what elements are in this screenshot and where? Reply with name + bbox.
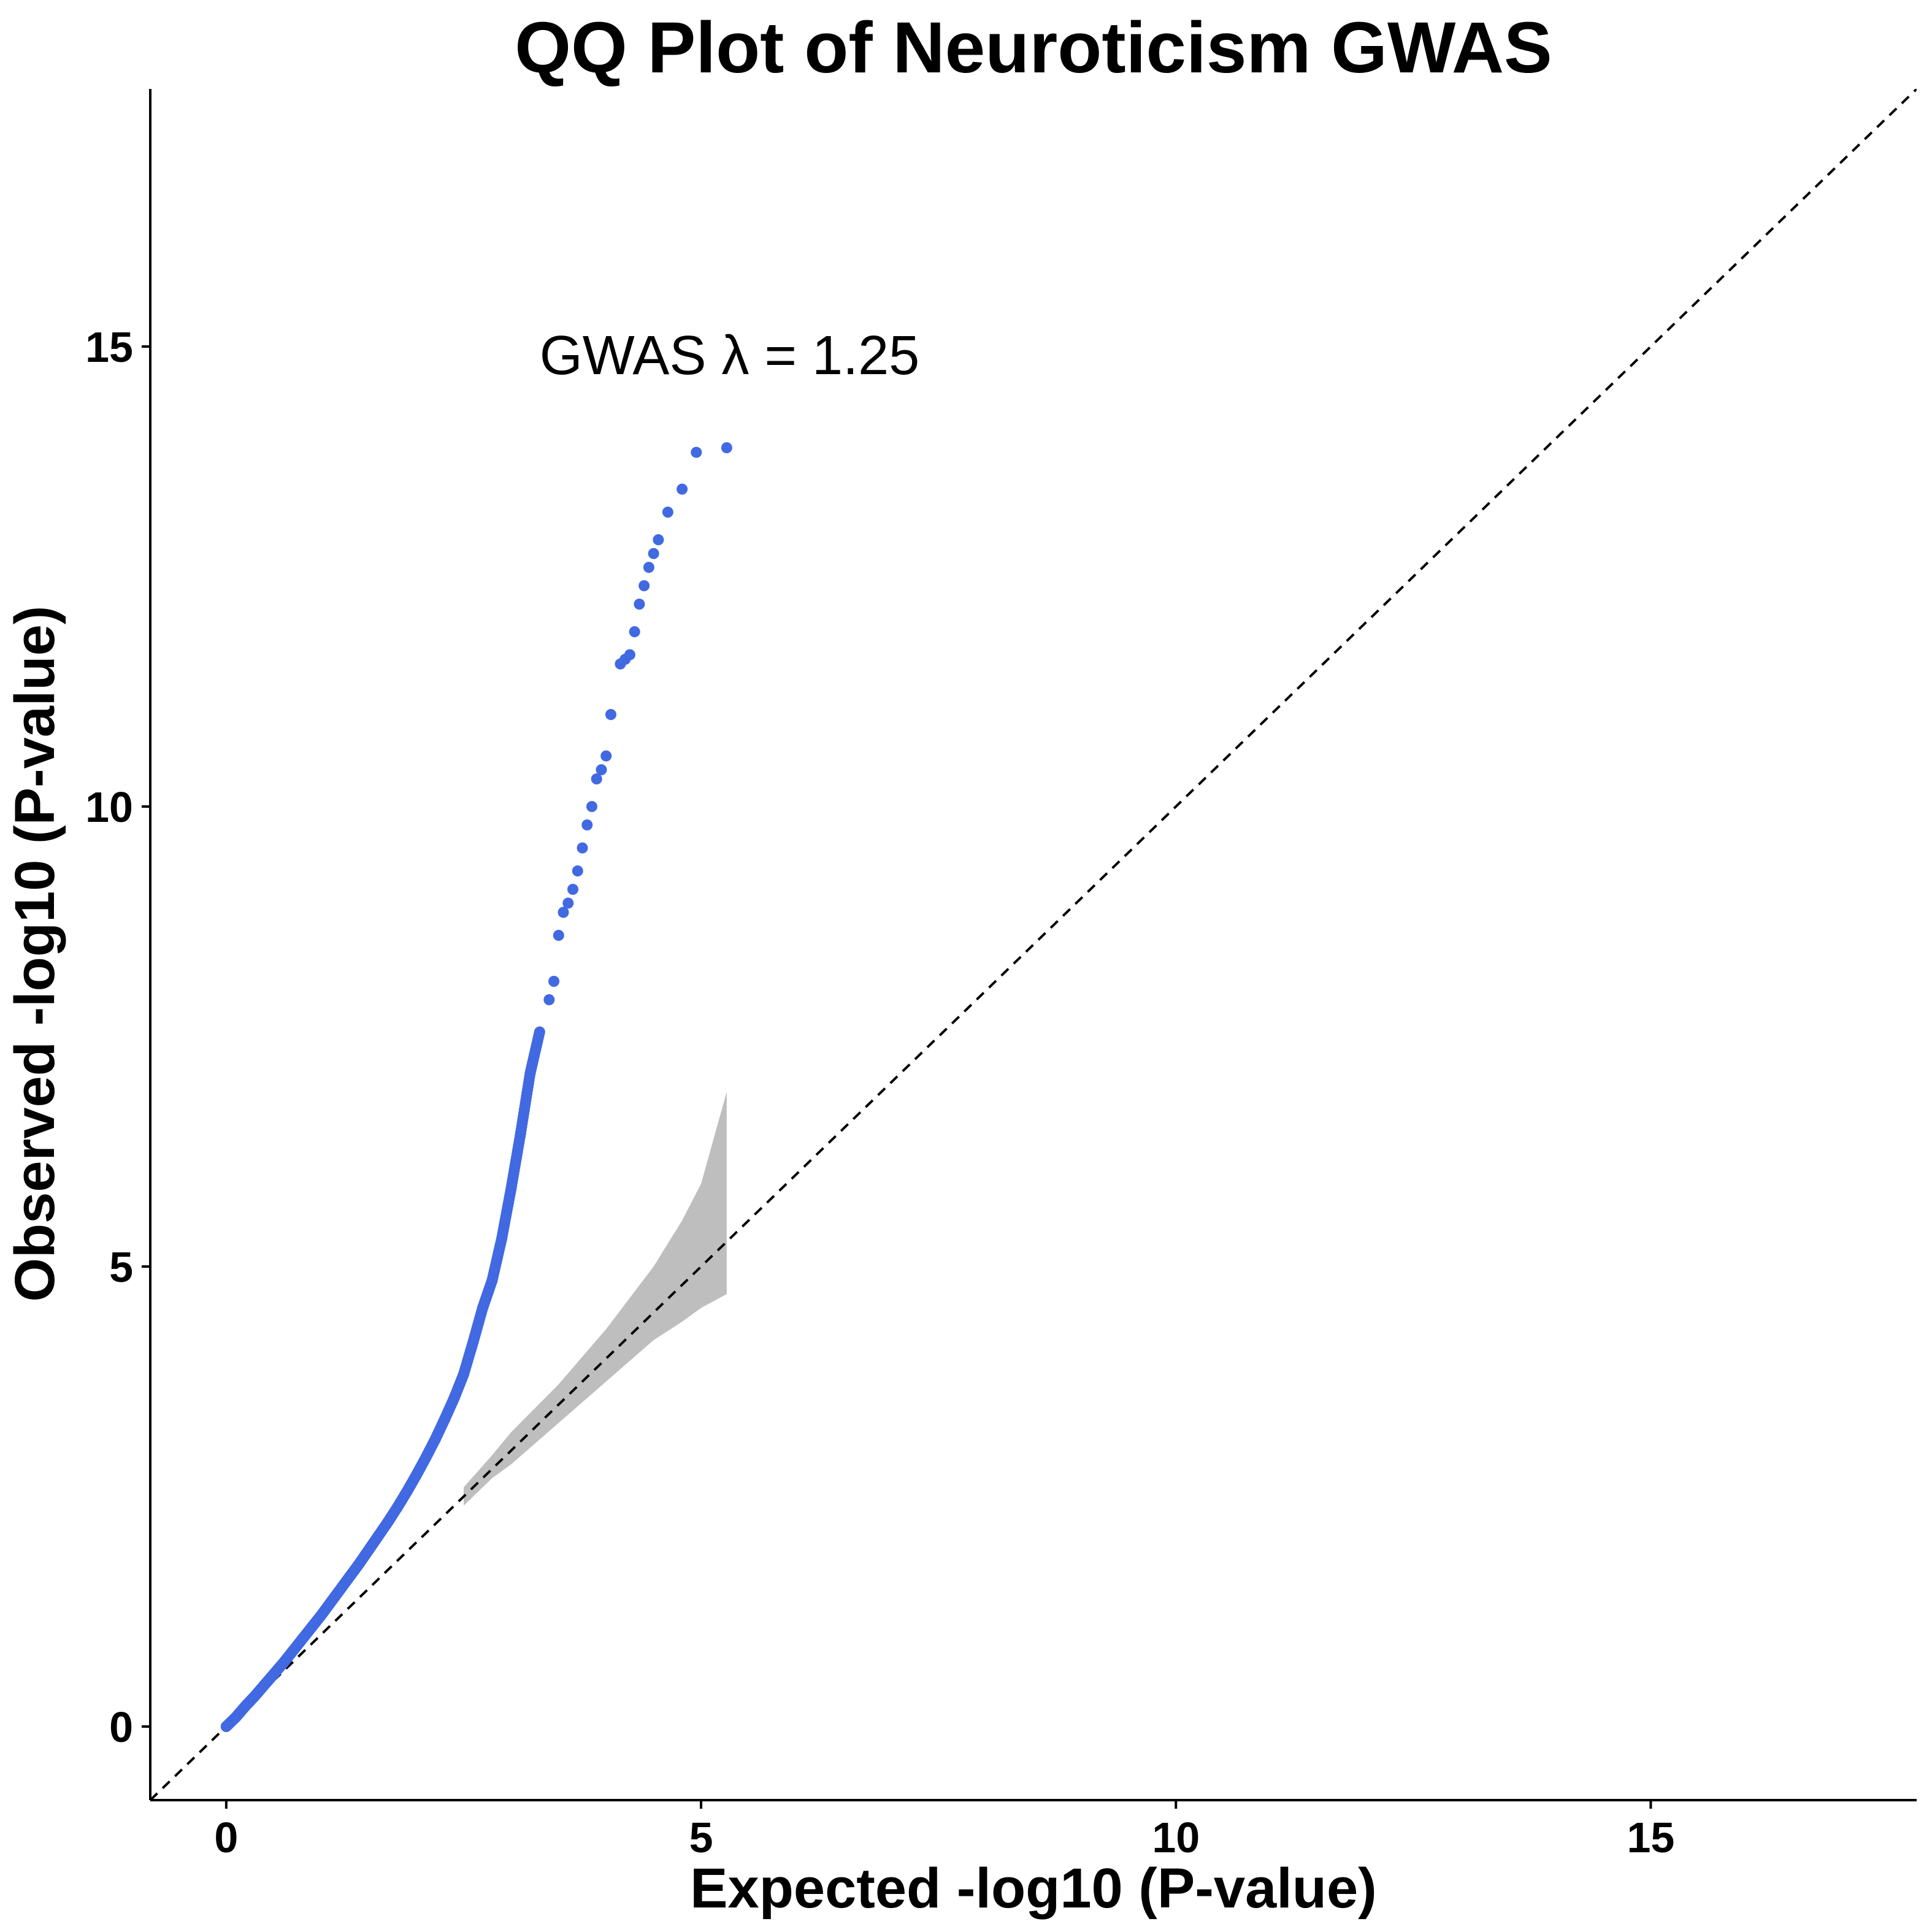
qq-point [486,1275,498,1286]
axis-ticks: 0 5 10 15 0 5 10 15 [85,323,1674,1861]
x-tick-label: 15 [1627,1814,1675,1861]
qq-point [591,773,602,784]
qq-point [638,580,650,591]
x-tick-label: 5 [689,1814,713,1861]
qq-point [372,1530,384,1542]
qq-point [605,709,616,720]
qq-point [515,1127,526,1139]
qq-point [287,1646,299,1657]
qq-point [410,1470,422,1481]
qq-point [648,548,659,559]
qq-point [277,1657,289,1669]
qq-point [567,884,579,895]
qq-point [524,1068,536,1079]
y-tick-label: 10 [85,783,133,831]
qq-point [306,1622,318,1633]
qq-point [353,1558,365,1570]
y-tick-label: 15 [85,323,133,371]
qq-point [677,483,688,495]
x-tick-label: 10 [1152,1814,1200,1861]
qq-point [634,599,645,610]
qq-point [691,447,702,458]
qq-point [334,1584,346,1595]
qq-point [496,1233,507,1244]
qq-point [429,1434,441,1445]
qq-point [230,1712,242,1723]
qq-point [600,750,612,762]
chart-title: QQ Plot of Neuroticism GWAS [515,7,1552,88]
qq-point [458,1368,469,1380]
qq-point [420,1452,432,1463]
qq-point [721,442,732,453]
qq-point [249,1690,261,1702]
qq-point [467,1336,479,1347]
reference-line [150,89,1917,1800]
y-tick-label: 0 [109,1703,133,1751]
qq-point [344,1571,356,1582]
qq-point [558,907,569,918]
x-tick-label: 0 [214,1814,238,1861]
qq-point [401,1486,413,1498]
qq-point [534,1026,545,1038]
qq-point [363,1544,375,1555]
qq-point [448,1392,460,1404]
qq-point [258,1679,270,1691]
qq-point [662,507,673,518]
qq-point [296,1633,308,1645]
y-tick-label: 5 [109,1243,133,1291]
qq-point [505,1183,517,1194]
qq-point [268,1668,280,1680]
qq-point [653,534,664,545]
plot-marks [150,89,1917,1800]
x-axis-label: Expected -log10 (P-value) [690,1857,1377,1920]
qq-point [391,1502,403,1513]
qq-point [239,1701,251,1712]
lambda-annotation: GWAS λ = 1.25 [540,325,919,386]
qq-point [562,897,574,909]
qq-point [543,994,555,1005]
qq-point [325,1597,337,1608]
qq-point [477,1302,488,1314]
qq-point [439,1414,450,1425]
qq-point [586,801,597,812]
plot-area [150,89,1917,1800]
qq-point [572,865,583,876]
qq-point [629,626,640,637]
qq-point [220,1721,232,1732]
qq-point [643,562,654,573]
qq-point [581,819,593,830]
qq-point [315,1609,327,1621]
qq-point [624,649,635,661]
qq-point [382,1517,394,1528]
qq-point [577,842,588,854]
confidence-band [463,1092,727,1506]
qq-point [553,930,564,941]
y-axis-label: Observed -log10 (P-value) [4,606,66,1302]
qq-point [596,764,607,775]
qq-point [548,976,560,987]
